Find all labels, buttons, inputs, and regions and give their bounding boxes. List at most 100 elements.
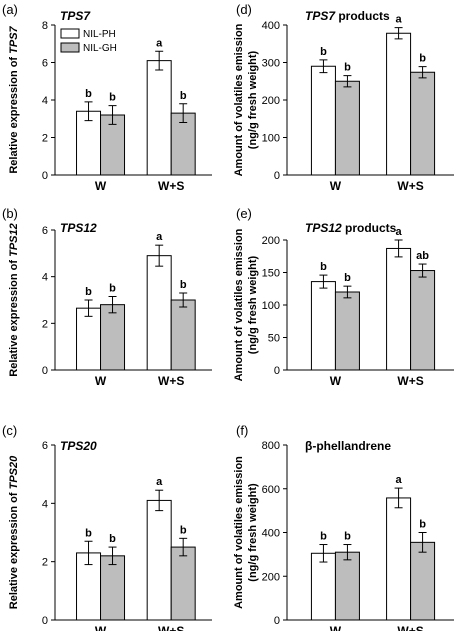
y-tick-label: 50: [268, 333, 280, 345]
significance-letter: b: [419, 53, 426, 65]
y-tick-label: 200: [262, 95, 280, 107]
significance-letter: a: [156, 37, 163, 49]
y-tick-label: 0: [274, 615, 280, 627]
bar-nil-gh: [170, 546, 196, 621]
y-tick-label: 400: [262, 528, 280, 540]
y-tick-label: 0: [42, 170, 48, 182]
bar-nil-gh: [334, 291, 360, 371]
bar-nil-gh: [100, 555, 126, 621]
x-tick-label: W: [330, 179, 342, 193]
y-axis-label: Relative expression of TPS7: [8, 25, 20, 173]
bar-nil-ph: [386, 247, 412, 371]
panel-a: (a) 0 2 4 6 8 Relative expression of TPS7 TPS7 b…: [2, 2, 212, 193]
panel-c: (c) 0 2 4 6 Relative expression of TPS20 TPS20…: [2, 423, 212, 631]
y-tick-label: 150: [262, 268, 280, 280]
panel-d: (d) 0 100 200 300 400 Amount of volatiles emis…: [233, 2, 454, 193]
bar-nil-ph: [76, 307, 102, 371]
panel-f: (f) 0 200 400 600 800 Amount of volatiles emis…: [233, 423, 454, 631]
x-tick-label: W: [95, 179, 107, 193]
y-tick-label: 8: [42, 20, 48, 32]
bar-nil-gh: [170, 112, 196, 176]
x-tick-label: W+S: [397, 179, 423, 193]
bar-nil-gh: [410, 541, 436, 621]
y-tick-label: 2: [42, 318, 48, 330]
bar-nil-gh: [100, 304, 126, 371]
legend-label: NIL-PH: [83, 29, 116, 40]
y-axis-label: (ng/g fresh weight): [247, 50, 259, 149]
x-tick-label: W: [95, 624, 107, 631]
y-tick-label: 600: [262, 484, 280, 496]
chart-title: β-phellandrene: [305, 439, 391, 453]
significance-letter: b: [344, 62, 351, 74]
significance-letter: b: [344, 272, 351, 284]
panel-label: (b): [2, 206, 18, 221]
y-tick-label: 4: [42, 498, 48, 510]
chart-title: TPS7 products: [305, 9, 390, 23]
significance-letter: a: [156, 231, 163, 243]
chart-title: TPS12 products: [305, 221, 397, 235]
significance-letter: a: [156, 476, 163, 488]
panel-label: (f): [236, 423, 248, 438]
panel-label: (c): [2, 423, 17, 438]
significance-letter: a: [396, 14, 403, 26]
significance-letter: b: [109, 92, 116, 104]
significance-letter: b: [180, 279, 187, 291]
chart-title: TPS20: [60, 439, 97, 453]
bar-nil-gh: [410, 71, 436, 176]
y-tick-label: 800: [262, 440, 280, 452]
y-tick-label: 300: [262, 58, 280, 70]
y-tick-label: 100: [262, 133, 280, 145]
bar-nil-gh: [334, 80, 360, 176]
x-tick-label: W: [95, 374, 107, 388]
panel-b: (b) 0 2 4 6 Relative expression of TPS12 TPS12…: [2, 206, 212, 388]
bar-nil-ph: [386, 32, 412, 176]
y-tick-label: 0: [42, 365, 48, 377]
y-tick-label: 0: [274, 170, 280, 182]
y-tick-label: 200: [262, 571, 280, 583]
y-tick-label: 6: [42, 440, 48, 452]
y-tick-label: 0: [274, 365, 280, 377]
y-tick-label: 2: [42, 557, 48, 569]
chart-title: TPS7: [60, 9, 91, 23]
bar-nil-ph: [310, 65, 336, 176]
significance-letter: a: [396, 226, 403, 238]
y-axis-label: (ng/g fresh weight): [247, 483, 259, 582]
y-axis-label: Amount of volatiles emission: [233, 228, 245, 381]
bar-nil-gh: [170, 299, 196, 371]
y-axis-label: Relative expression of TPS20: [8, 455, 20, 609]
y-axis-label: Amount of volatiles emission: [233, 456, 245, 609]
significance-letter: a: [396, 474, 403, 486]
significance-letter: b: [320, 261, 327, 273]
y-tick-label: 200: [262, 235, 280, 247]
x-tick-label: W+S: [158, 624, 184, 631]
y-tick-label: 4: [42, 272, 48, 284]
significance-letter: ab: [416, 250, 429, 262]
legend-swatch-nil-gh: [60, 42, 80, 53]
y-tick-label: 2: [42, 133, 48, 145]
y-tick-label: 6: [42, 225, 48, 237]
bar-nil-gh: [410, 270, 436, 371]
panel-e: (e) 0 50 100 150 200 Amount of volatiles emiss…: [233, 206, 454, 388]
legend: NIL-PH NIL-GH: [60, 28, 117, 54]
legend-label: NIL-GH: [83, 43, 117, 54]
significance-letter: b: [85, 286, 92, 298]
y-tick-label: 4: [42, 95, 48, 107]
y-axis-label: Amount of volatiles emission: [233, 23, 245, 176]
y-tick-label: 100: [262, 300, 280, 312]
panel-label: (d): [236, 2, 252, 17]
bar-nil-ph: [310, 281, 336, 371]
y-tick-label: 0: [42, 615, 48, 627]
legend-swatch-nil-ph: [60, 28, 80, 39]
y-axis-label: Relative expression of TPS12: [8, 223, 20, 376]
x-tick-label: W+S: [397, 374, 423, 388]
x-tick-label: W+S: [158, 179, 184, 193]
significance-letter: b: [109, 283, 116, 295]
significance-letter: b: [85, 88, 92, 100]
bar-nil-ph: [146, 60, 172, 176]
significance-letter: b: [180, 524, 187, 536]
y-tick-label: 400: [262, 20, 280, 32]
significance-letter: b: [320, 46, 327, 58]
bar-nil-ph: [146, 255, 172, 371]
bar-nil-ph: [386, 497, 412, 621]
